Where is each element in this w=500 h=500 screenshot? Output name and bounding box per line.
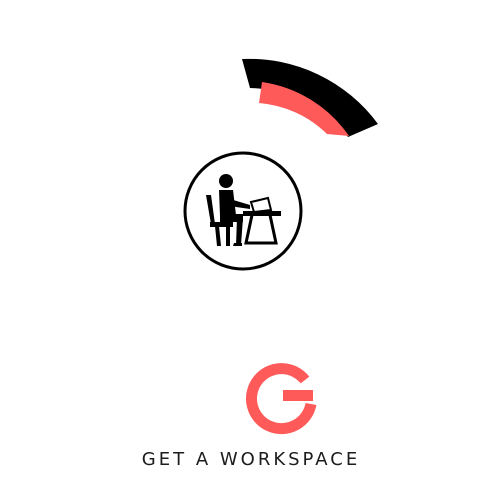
arc-decoration	[242, 58, 378, 137]
brand-name: GET A WORKSPACE	[141, 449, 361, 470]
letter-g-icon	[246, 363, 317, 435]
arc-outer-black	[242, 58, 378, 137]
arc-inner-red	[259, 82, 349, 136]
person-at-desk-icon	[183, 151, 303, 271]
